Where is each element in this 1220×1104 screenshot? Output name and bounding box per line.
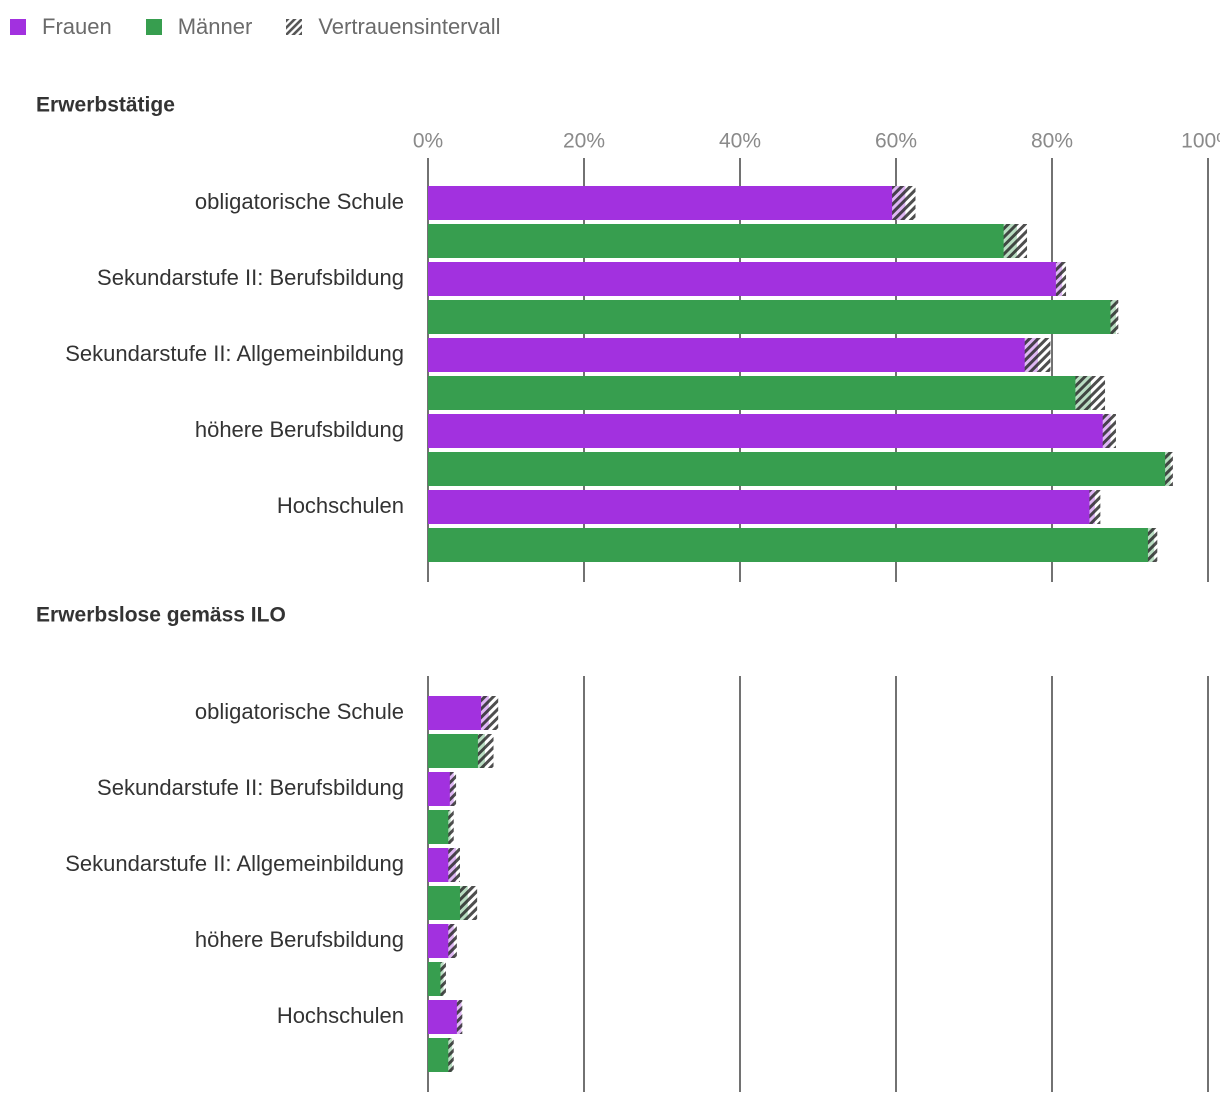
tick-label: 20% [563,130,605,153]
confidence-interval [459,886,478,920]
bar-maenner [428,528,1155,562]
bar-maenner [428,376,1091,410]
bar-frauen [428,262,1063,296]
legend-item-maenner[interactable]: Männer [145,14,253,40]
confidence-interval [1102,414,1116,448]
bar-maenner [428,734,485,768]
legend-label-maenner: Männer [177,14,253,39]
panel-title: Erwerbslose gemäss ILO [36,604,286,627]
category-label: obligatorische Schule [195,189,404,214]
tick-label: 80% [1031,130,1073,153]
bar-maenner [428,224,1017,258]
confidence-interval [448,810,454,844]
confidence-interval [1089,490,1101,524]
confidence-interval [1110,300,1119,334]
bar-frauen [428,414,1111,448]
category-label: Sekundarstufe II: Berufsbildung [97,775,404,800]
tick-label: 0% [413,130,443,153]
legend-item-vertrauensintervall[interactable]: Vertrauensintervall [286,14,501,40]
confidence-interval [477,734,494,768]
confidence-interval [1147,528,1158,562]
legend-label-frauen: Frauen [42,14,112,39]
bar-frauen [428,338,1038,372]
bar-frauen [428,1000,462,1034]
tick-label: 60% [875,130,917,153]
confidence-interval [1165,452,1173,486]
confidence-interval [440,962,446,996]
legend: Frauen Männer Vertrauensintervall [10,10,535,44]
tick-label: 40% [719,130,761,153]
green-square-icon [145,19,162,35]
category-label: Sekundarstufe II: Berufsbildung [97,265,404,290]
confidence-interval [481,696,499,730]
legend-label-vertrauensintervall: Vertrauensintervall [318,14,501,39]
category-label: höhere Berufsbildung [195,927,404,952]
confidence-interval [892,186,916,220]
panel-0: Erwerbstätige 0% 20% 40% 60% 80% 100% obligator… [36,94,1220,582]
confidence-interval [456,1000,463,1034]
confidence-interval [448,848,460,882]
confidence-interval [1003,224,1028,258]
confidence-interval [448,924,457,958]
bar-maenner [428,810,451,844]
bar-frauen [428,186,906,220]
confidence-interval [1075,376,1106,410]
bar-maenner [428,452,1171,486]
tick-label: 100% [1181,130,1220,153]
bar-maenner [428,300,1116,334]
legend-item-frauen[interactable]: Frauen [10,14,112,40]
purple-square-icon [10,19,26,35]
panel-title: Erwerbstätige [36,94,175,117]
bar-frauen [428,696,489,730]
confidence-interval [1055,262,1067,296]
category-label: Hochschulen [277,1003,404,1028]
bar-frauen [428,490,1095,524]
hatched-square-icon [286,19,303,35]
category-label: Sekundarstufe II: Allgemeinbildung [65,341,404,366]
category-label: Sekundarstufe II: Allgemeinbildung [65,851,404,876]
panel-1: Erwerbslose gemäss ILO obligatorische Sch… [36,604,1209,1092]
bar-frauen [428,772,454,806]
confidence-interval [1024,338,1051,372]
bar-maenner [428,962,444,996]
confidence-interval [449,772,457,806]
category-label: obligatorische Schule [195,699,404,724]
category-label: höhere Berufsbildung [195,417,404,442]
bar-maenner [428,1038,453,1072]
category-label: Hochschulen [277,493,404,518]
confidence-interval [448,1038,454,1072]
